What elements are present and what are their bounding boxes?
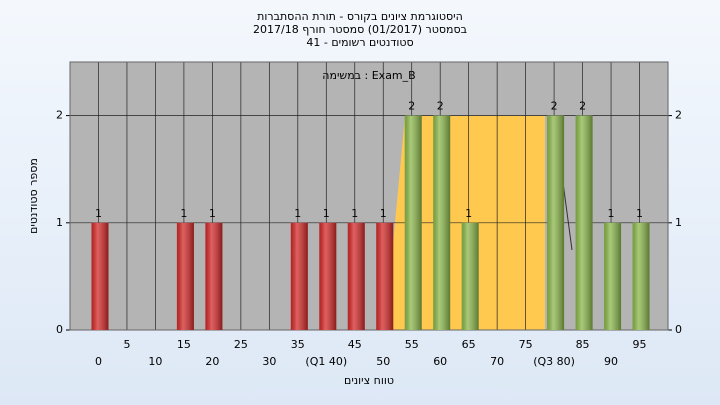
bar-shade [547, 115, 565, 330]
data-label: 1 [608, 207, 615, 220]
x-tick-label: 65 [462, 338, 476, 351]
x-tick-label: 35 [291, 338, 305, 351]
x-tick-label: 50 [376, 355, 390, 368]
data-label: 1 [294, 207, 301, 220]
annotation: במשימה : Exam_B [322, 69, 415, 82]
bar-shade [604, 222, 622, 330]
data-label: 2 [437, 100, 444, 113]
y2-tick-label: 2 [675, 109, 682, 122]
data-label: 2 [579, 100, 586, 113]
bar-shade [376, 222, 394, 330]
x-tick-label: 45 [348, 338, 362, 351]
x-tick-label: 10 [148, 355, 162, 368]
bar-shade [575, 115, 593, 330]
x-tick-label: 20 [205, 355, 219, 368]
x-tick-label: 55 [405, 338, 419, 351]
x-tick-label: 70 [490, 355, 504, 368]
plot-area [70, 62, 668, 330]
y-tick-label: 1 [56, 216, 63, 229]
x-tick-label: 15 [177, 338, 191, 351]
data-label: 1 [351, 207, 358, 220]
title-line: בסמסטר (01/2017) סמסטר חורף 2017/18 [253, 23, 467, 36]
x-tick-label: 60 [433, 355, 447, 368]
x-tick-label: 25 [234, 338, 248, 351]
data-label: 1 [323, 207, 330, 220]
x-tick-label: (Q1 40) [305, 355, 347, 368]
bar-shade [632, 222, 650, 330]
y2-tick-label: 1 [675, 216, 682, 229]
y2-tick-label: 0 [675, 323, 682, 336]
y-tick-label: 0 [56, 323, 63, 336]
data-label: 1 [209, 207, 216, 220]
bar-shade [347, 222, 365, 330]
y-axis-label: מספר סטודנטים [27, 158, 40, 234]
bar-shade [404, 115, 422, 330]
x-tick-label: 75 [519, 338, 533, 351]
data-label: 1 [180, 207, 187, 220]
title-line: היסטוגרמת ציונים בקורס - תורת ההסתברות [257, 10, 463, 23]
x-tick-label: 85 [576, 338, 590, 351]
bar-shade [319, 222, 337, 330]
x-tick-label: 90 [604, 355, 618, 368]
x-axis-label: טווח ציונים [344, 374, 394, 387]
data-label: 1 [636, 207, 643, 220]
data-label: 2 [408, 100, 415, 113]
bar-shade [205, 222, 223, 330]
data-label: 2 [551, 100, 558, 113]
data-label: 1 [465, 207, 472, 220]
x-tick-label: (Q3 80) [533, 355, 575, 368]
x-tick-label: 30 [262, 355, 276, 368]
plot-border [69, 61, 669, 331]
bar-shade [461, 222, 479, 330]
bar-shade [433, 115, 451, 330]
title-line: סטודנטים רשומים - 41 [306, 36, 413, 49]
y-tick-label: 2 [56, 109, 63, 122]
x-tick-label: 5 [123, 338, 130, 351]
x-tick-label: 95 [633, 338, 647, 351]
x-tick-label: 0 [95, 355, 102, 368]
data-label: 1 [380, 207, 387, 220]
bar-shade [290, 222, 308, 330]
bar-shade [176, 222, 194, 330]
data-label: 1 [95, 207, 102, 220]
bar-shade [91, 222, 109, 330]
